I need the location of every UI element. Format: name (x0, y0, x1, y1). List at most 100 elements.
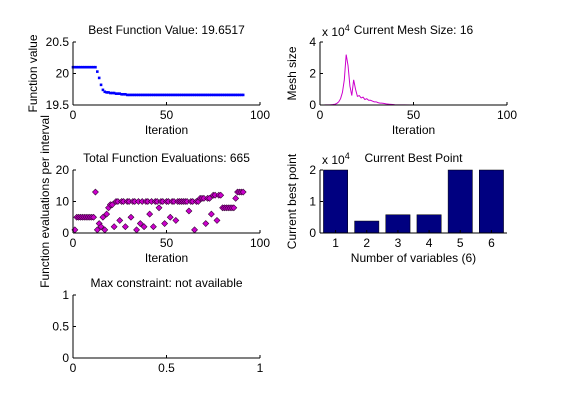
data-point (148, 93, 151, 97)
data-point (79, 65, 82, 69)
data-point (133, 93, 137, 97)
data-point (193, 93, 196, 97)
subplot-max-constraint: Max constraint: not available 0 0.5 1 0 0.5 1 (52, 276, 263, 375)
data-point (129, 93, 133, 97)
data-point (217, 93, 221, 97)
data-point (191, 93, 194, 97)
data-point (182, 93, 185, 97)
data-point (103, 210, 111, 218)
data-point (232, 194, 240, 202)
y-tick-label: 0 (309, 226, 316, 240)
data-point (86, 65, 90, 69)
x-tick-label: 100 (250, 236, 270, 250)
x-tick-label: 0 (70, 108, 77, 122)
y-tick-label: 0 (309, 98, 316, 112)
data-point (131, 93, 135, 97)
data-point (219, 93, 223, 97)
x-tick-label: 100 (497, 108, 517, 122)
data-point (149, 223, 157, 231)
data-point (118, 92, 122, 95)
data-point (172, 216, 180, 224)
data-point (196, 93, 200, 97)
y-tick-label: 1 (62, 288, 69, 302)
data-point (225, 93, 228, 97)
data-point (84, 65, 88, 69)
data-point (81, 65, 84, 69)
data-point (77, 65, 80, 69)
data-point (234, 93, 237, 97)
chart-title: Total Function Evaluations: 665 (83, 151, 250, 165)
axis-exponent-power: 4 (345, 23, 350, 33)
x-axis-label: Number of variables (6) (351, 251, 476, 265)
x-tick-label: 2 (363, 236, 370, 250)
subplot-total-function-evaluations: Total Function Evaluations: 665 0 50 100 0 10… (38, 115, 270, 288)
y-tick-label: 20.5 (46, 35, 70, 49)
chart-title: Current Mesh Size: 16 (354, 23, 474, 37)
data-point (232, 93, 236, 97)
data-point (217, 191, 225, 199)
data-point (146, 93, 150, 97)
data-point (185, 93, 189, 97)
data-point (116, 216, 124, 224)
data-point (168, 93, 172, 97)
y-axis-label: Mesh size (285, 46, 299, 100)
chart-title: Max constraint: not available (90, 276, 242, 290)
data-point (223, 93, 226, 97)
data-point (236, 93, 239, 97)
subplot-best-function-value: Best Function Value: 19.6517 0 50 100 19.5 20… (26, 23, 270, 137)
y-tick-label: 1 (309, 195, 316, 209)
y-tick-label: 4 (309, 35, 316, 49)
data-point (165, 93, 168, 97)
data-point (96, 70, 99, 73)
chart-title: Best Function Value: 19.6517 (88, 23, 245, 37)
data-point (73, 65, 77, 69)
data-point (140, 223, 148, 231)
data-point (97, 76, 101, 80)
data-point (170, 93, 174, 97)
x-tick-label: 50 (160, 236, 174, 250)
x-axis-label: Iteration (145, 123, 188, 137)
data-point (221, 93, 224, 97)
data-point (122, 92, 125, 96)
x-tick-label: 0.5 (158, 361, 175, 375)
data-point (108, 201, 116, 209)
x-tick-label: 0 (70, 236, 77, 250)
data-point (215, 93, 219, 97)
x-tick-label: 0 (70, 361, 77, 375)
data-point (204, 93, 208, 97)
data-point (97, 223, 105, 231)
data-point (114, 92, 118, 95)
y-tick-label: 2 (309, 67, 316, 81)
data-point (110, 91, 114, 95)
data-point (75, 65, 79, 69)
x-axis-label: Iteration (392, 123, 435, 137)
x-tick-label: 6 (488, 236, 495, 250)
data-point (228, 93, 232, 97)
axis-exponent-base: x 10 (322, 153, 345, 167)
data-point (172, 93, 176, 97)
data-point (142, 93, 146, 97)
data-point (124, 92, 127, 96)
y-tick-label: 19.5 (46, 98, 70, 112)
data-point (146, 210, 154, 218)
data-point (137, 93, 140, 97)
x-tick-label: 5 (457, 236, 464, 250)
y-tick-label: 20 (56, 163, 70, 177)
data-point (174, 93, 178, 97)
data-point (213, 216, 221, 224)
data-point (213, 93, 217, 97)
axis-exponent-power: 4 (345, 151, 350, 161)
data-point (88, 65, 92, 69)
data-point (101, 88, 105, 92)
data-point (105, 91, 108, 94)
y-tick-label: 0 (62, 226, 69, 240)
x-tick-label: 50 (407, 108, 421, 122)
data-point (125, 93, 129, 97)
data-point (210, 93, 213, 97)
y-tick-label: 10 (56, 195, 70, 209)
data-point (157, 93, 161, 97)
data-point (94, 65, 97, 69)
